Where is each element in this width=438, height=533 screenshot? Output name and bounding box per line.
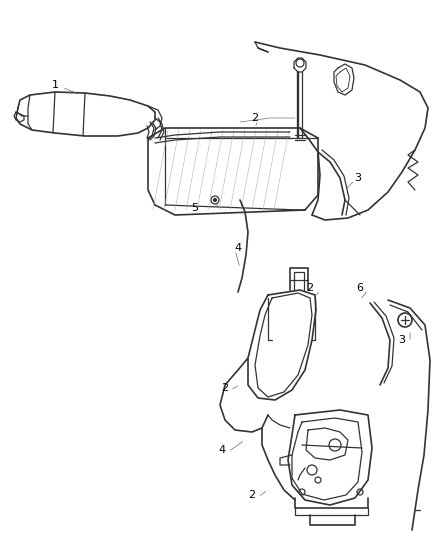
Text: 2: 2 <box>251 113 258 123</box>
Text: 4: 4 <box>234 243 242 253</box>
Text: 2: 2 <box>307 283 314 293</box>
Text: 2: 2 <box>222 383 229 393</box>
Text: 4: 4 <box>219 445 226 455</box>
Text: 6: 6 <box>357 283 364 293</box>
Text: 1: 1 <box>52 80 59 90</box>
Text: 3: 3 <box>354 173 361 183</box>
Circle shape <box>213 198 216 201</box>
Text: 2: 2 <box>248 490 255 500</box>
Text: 3: 3 <box>399 335 406 345</box>
Text: 5: 5 <box>191 203 198 213</box>
